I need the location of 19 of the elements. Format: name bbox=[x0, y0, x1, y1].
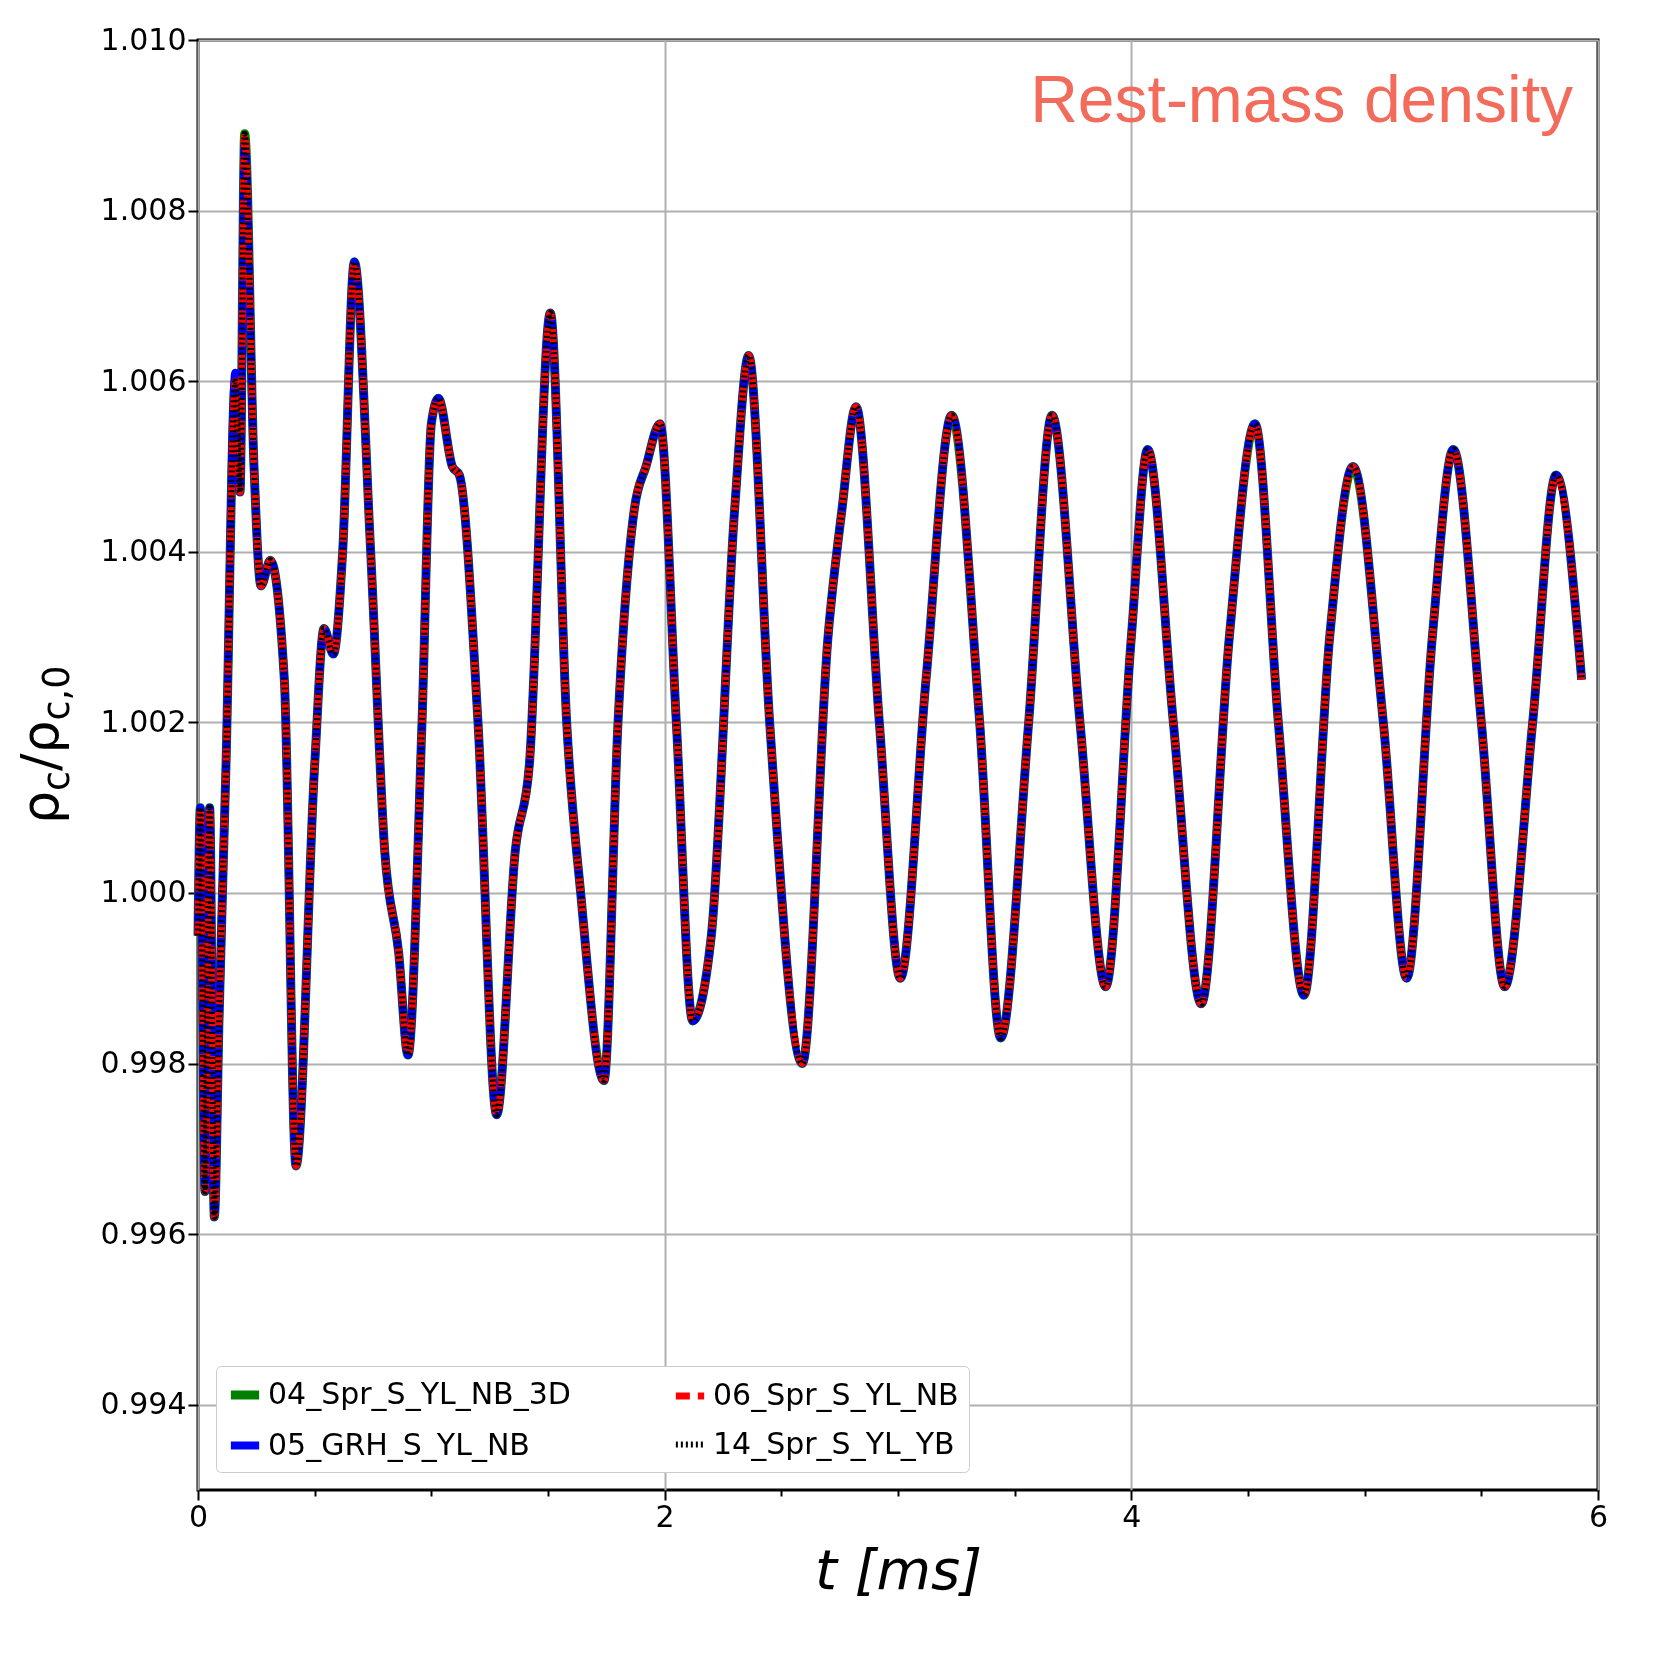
legend-label: 05_GRH_S_YL_NB bbox=[268, 1426, 530, 1462]
y-tick-label: 0.998 bbox=[100, 1045, 187, 1081]
legend-label: 04_Spr_S_YL_NB_3D bbox=[268, 1376, 571, 1411]
y-tick-label: 1.008 bbox=[100, 192, 187, 228]
y-tick-label: 0.996 bbox=[100, 1215, 187, 1251]
x-tick-label: 6 bbox=[1588, 1498, 1609, 1534]
x-tick-label: 2 bbox=[655, 1498, 675, 1534]
y-tick-label: 1.010 bbox=[100, 21, 187, 57]
y-tick-label: 0.994 bbox=[100, 1386, 187, 1422]
y-tick-label: 1.006 bbox=[100, 362, 187, 398]
y-tick-label: 1.000 bbox=[100, 874, 187, 910]
legend-label: 06_Spr_S_YL_NB bbox=[713, 1377, 959, 1412]
x-axis-title: t [ms] bbox=[814, 1536, 983, 1602]
x-tick-label: 0 bbox=[188, 1498, 209, 1534]
annotation: Rest-mass density bbox=[1030, 62, 1573, 136]
y-tick-label: 1.002 bbox=[100, 703, 187, 739]
y-tick-label: 1.004 bbox=[100, 533, 187, 569]
legend-label: 14_Spr_S_YL_YB bbox=[713, 1425, 955, 1461]
x-tick-label: 4 bbox=[1122, 1498, 1142, 1534]
